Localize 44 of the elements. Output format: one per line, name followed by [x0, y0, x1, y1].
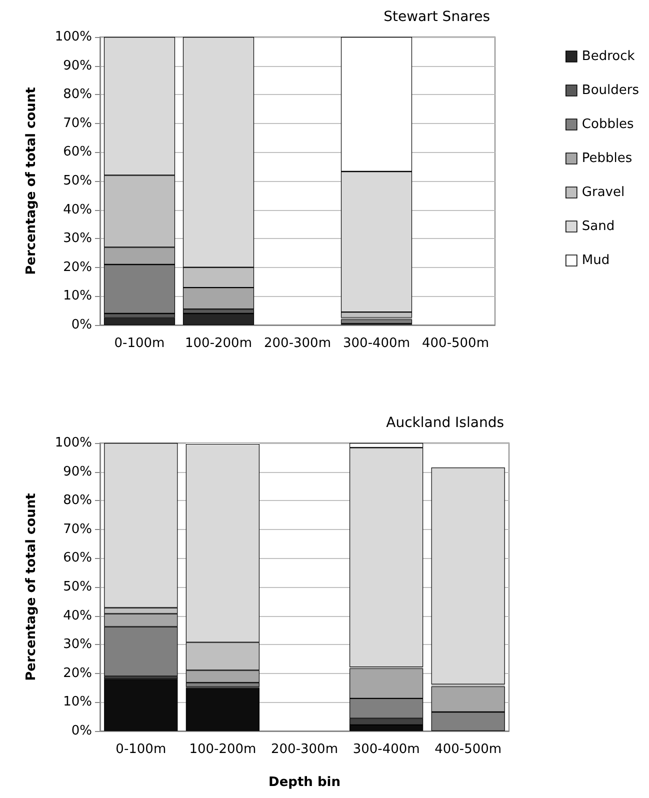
- chart-title: Auckland Islands: [386, 415, 504, 431]
- legend-label: Pebbles: [582, 151, 632, 166]
- legend-label: Cobbles: [582, 117, 634, 132]
- legend-label: Boulders: [582, 83, 640, 98]
- y-tick-label: 20%: [63, 260, 92, 275]
- x-tick-label: 100-200m: [189, 742, 256, 757]
- y-tick-label: 100%: [54, 30, 92, 44]
- y-tick-label: 70%: [63, 522, 92, 537]
- y-tick-label: 80%: [63, 87, 92, 102]
- y-tick-label: 90%: [63, 58, 92, 74]
- y-tick-label: 50%: [63, 580, 92, 594]
- x-axis-title: Depth bin: [268, 775, 340, 790]
- x-tick-label: 100-200m: [185, 336, 252, 351]
- y-tick-label: 40%: [63, 202, 92, 218]
- y-tick-label: 60%: [63, 144, 92, 160]
- y-tick-label: 70%: [63, 116, 92, 131]
- y-tick-label: 60%: [63, 550, 92, 566]
- legend-label: Bedrock: [582, 49, 636, 64]
- x-tick-label: 0-100m: [116, 742, 166, 757]
- x-tick-label: 0-100m: [114, 336, 165, 351]
- x-tick-label: 200-300m: [271, 742, 338, 757]
- y-tick-label: 40%: [63, 608, 92, 624]
- y-axis-title: Percentage of total count: [24, 87, 39, 275]
- y-axis-title: Percentage of total count: [24, 493, 39, 681]
- x-tick-label: 300-400m: [343, 336, 410, 351]
- y-tick-label: 20%: [63, 666, 92, 681]
- y-tick-label: 50%: [63, 174, 92, 188]
- legend-label: Mud: [582, 253, 610, 268]
- legend-label: Sand: [582, 219, 615, 234]
- chart-title: Stewart Snares: [384, 9, 490, 25]
- y-tick-label: 30%: [63, 637, 92, 652]
- y-tick-label: 30%: [63, 231, 92, 246]
- y-tick-label: 100%: [54, 436, 92, 450]
- y-tick-label: 0%: [71, 724, 92, 738]
- y-tick-label: 80%: [63, 493, 92, 508]
- y-tick-label: 10%: [63, 288, 92, 304]
- y-tick-label: 10%: [63, 694, 92, 710]
- x-tick-label: 300-400m: [352, 742, 420, 757]
- x-tick-label: 400-500m: [422, 336, 489, 351]
- x-tick-label: 200-300m: [264, 336, 331, 351]
- y-tick-label: 90%: [63, 464, 92, 480]
- y-tick-label: 0%: [71, 318, 92, 332]
- x-tick-label: 400-500m: [434, 742, 502, 757]
- legend-label: Gravel: [582, 185, 625, 200]
